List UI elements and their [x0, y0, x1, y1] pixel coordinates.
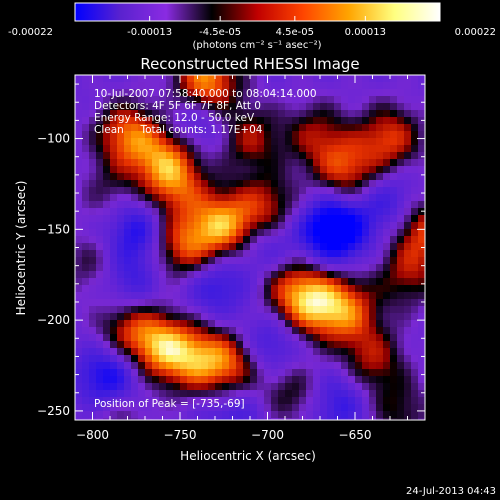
x-tick-label: −800	[76, 428, 109, 442]
annotation-clean-counts: Clean Total counts: 1.17E+04	[94, 124, 263, 136]
y-tick-label: −250	[37, 404, 70, 418]
colorbar-tick-label: -0.00022	[8, 27, 53, 38]
colorbar-tick-label: 0.00022	[455, 27, 496, 38]
y-axis-label: Heliocentric Y (arcsec)	[14, 181, 28, 316]
x-tick-label: −750	[164, 428, 197, 442]
colorbar-frame	[74, 2, 441, 22]
colorbar-tick-label: -4.5e-05	[199, 27, 241, 38]
heatmap-image	[75, 75, 425, 420]
x-axis-label: Heliocentric X (arcsec)	[180, 449, 316, 463]
chart-title: Reconstructed RHESSI Image	[140, 55, 359, 73]
heatmap-canvas	[75, 75, 425, 420]
y-tick-label: −200	[37, 313, 70, 327]
colorbar-gradient	[75, 3, 440, 21]
axes: −800 −750 −700 −650 −100 −150 −200 −250	[37, 75, 426, 442]
annotation-energy-range: Energy Range: 12.0 - 50.0 keV	[94, 112, 255, 124]
x-tick-label: −700	[251, 428, 284, 442]
colorbar-tick-label: 0.00013	[345, 27, 386, 38]
y-tick-label: −100	[37, 132, 70, 146]
colorbar-units: (photons cm⁻² s⁻¹ asec⁻²)	[192, 40, 321, 51]
render-timestamp: 24-Jul-2013 04:43	[406, 486, 496, 497]
x-tick-label: −650	[339, 428, 372, 442]
annotation-detectors: Detectors: 4F 5F 6F 7F 8F, Att 0	[94, 100, 261, 112]
annotation-time-range: 10-Jul-2007 07:58:40.000 to 08:04:14.000	[94, 88, 317, 100]
colorbar: -0.00022 -0.00013 -4.5e-05 4.5e-05 0.00013 0.…	[8, 2, 496, 51]
y-tick-label: −150	[37, 222, 70, 236]
colorbar-tick-label: -0.00013	[127, 27, 172, 38]
colorbar-tick-label: 4.5e-05	[276, 27, 314, 38]
info-annotations: 10-Jul-2007 07:58:40.000 to 08:04:14.000…	[94, 88, 317, 410]
peak-position-label: Position of Peak = [-735,-69]	[94, 398, 245, 410]
colorbar-ticks: -0.00022 -0.00013 -4.5e-05 4.5e-05 0.00013 0.…	[8, 16, 496, 38]
